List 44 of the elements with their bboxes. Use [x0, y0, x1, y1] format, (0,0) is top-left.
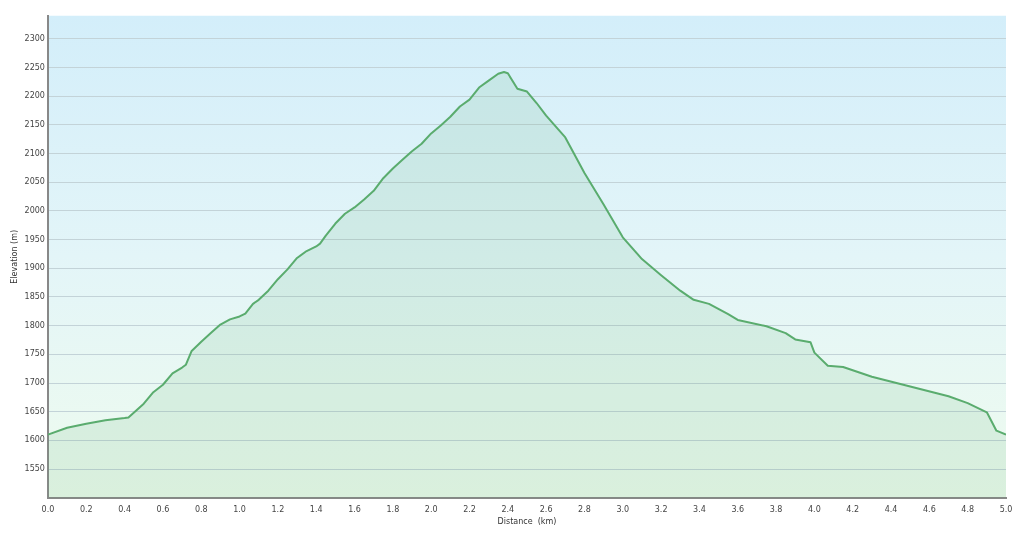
y-axis-title: Elevation (m)	[9, 229, 19, 284]
y-tick-label: 2250	[24, 62, 45, 72]
x-tick-label: 0.4	[118, 504, 131, 514]
x-tick-label: 1.0	[233, 504, 246, 514]
x-tick-label: 4.2	[846, 504, 860, 514]
y-tick-label: 1750	[24, 349, 45, 359]
y-tick-label: 1650	[24, 406, 45, 416]
y-tick-label: 1700	[24, 378, 45, 388]
x-tick-label: 0.6	[156, 504, 170, 514]
x-tick-label: 3.8	[769, 504, 783, 514]
y-tick-label: 1550	[24, 464, 45, 474]
x-tick-label: 4.6	[922, 504, 936, 514]
x-tick-label: 0.2	[79, 504, 93, 514]
y-tick-label: 2150	[24, 119, 45, 129]
x-tick-label: 2.4	[501, 504, 515, 514]
x-tick-label: 3.2	[654, 504, 668, 514]
x-tick-label: 2.0	[424, 504, 438, 514]
x-tick-label: 1.8	[386, 504, 400, 514]
x-tick-label: 3.0	[616, 504, 630, 514]
y-tick-label: 1850	[24, 292, 45, 302]
y-tick-label: 2300	[24, 33, 45, 43]
x-tick-label: 5.0	[999, 504, 1013, 514]
y-tick-label: 1900	[24, 263, 45, 273]
x-tick-label: 2.8	[578, 504, 591, 514]
x-tick-label: 4.8	[961, 504, 975, 514]
x-tick-label: 4.0	[808, 504, 821, 514]
x-tick-label: 1.2	[271, 504, 285, 514]
y-tick-label: 1800	[24, 320, 45, 330]
y-tick-label: 2000	[24, 205, 45, 215]
x-axis-title: Distance (km)	[497, 517, 557, 527]
x-tick-label: 0.0	[41, 504, 55, 514]
y-tick-label: 1950	[24, 234, 45, 244]
y-tick-label: 2050	[24, 177, 45, 187]
x-tick-label: 0.8	[194, 504, 208, 514]
x-tick-label: 1.4	[309, 504, 323, 514]
x-tick-label: 1.6	[348, 504, 361, 514]
x-tick-label: 4.4	[884, 504, 898, 514]
y-tick-label: 1600	[24, 435, 45, 445]
y-tick-label: 2100	[24, 148, 45, 158]
x-tick-label: 3.4	[693, 504, 706, 514]
x-tick-label: 2.6	[539, 504, 553, 514]
y-tick-label: 2200	[24, 91, 45, 101]
x-tick-label: 2.2	[463, 504, 476, 514]
x-tick-label: 3.6	[731, 504, 745, 514]
